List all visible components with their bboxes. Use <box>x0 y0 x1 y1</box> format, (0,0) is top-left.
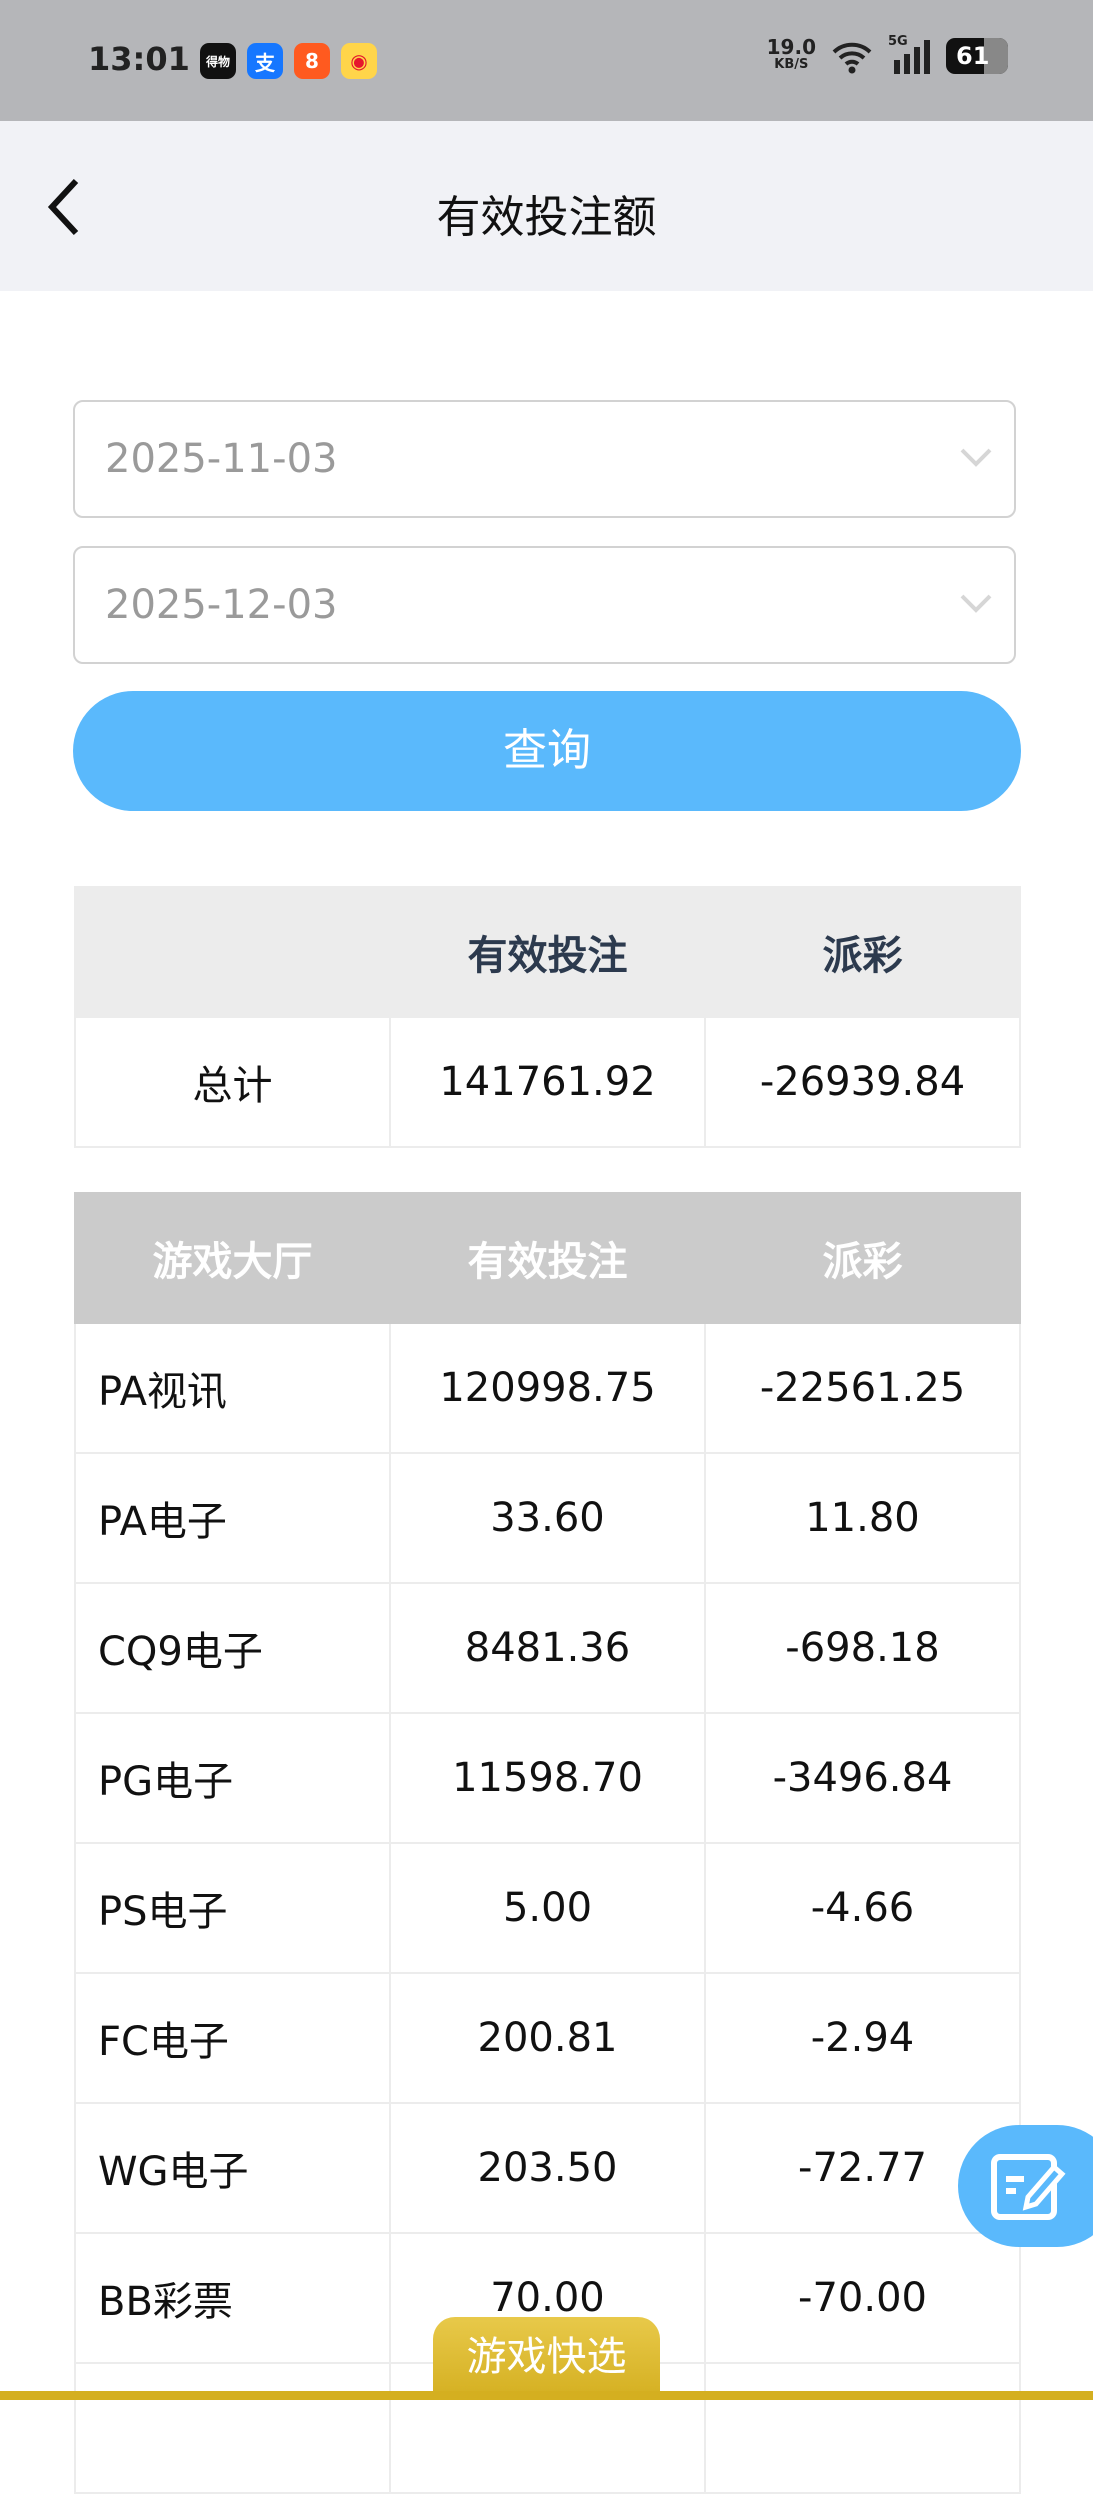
table-header-row: 有效投注 派彩 <box>74 886 1021 1018</box>
game-hall-cell: FC电子 <box>74 1972 391 2104</box>
table-row: WG电子 203.50 -72.77 <box>74 2102 1021 2234</box>
valid-bet-cell: 5.00 <box>389 1842 706 1974</box>
battery-icon: 61 <box>946 38 1008 74</box>
start-date-select[interactable]: 2025-11-03 <box>73 400 1016 518</box>
table-header-row: 游戏大厅 有效投注 派彩 <box>74 1192 1021 1324</box>
table-row: PA视讯 120998.75 -22561.25 <box>74 1322 1021 1454</box>
query-button[interactable]: 查询 <box>73 691 1021 811</box>
signal-icon: 5G <box>888 34 932 74</box>
column-header <box>74 886 391 1018</box>
battery-level: 61 <box>956 42 990 70</box>
table-cell: 总计 <box>74 1016 391 1148</box>
network-type: 5G <box>888 34 908 49</box>
game-hall-cell: PG电子 <box>74 1712 391 1844</box>
end-date-value: 2025-12-03 <box>105 582 338 628</box>
weibo-icon: ◉ <box>341 43 377 79</box>
game-hall-cell: PA视讯 <box>74 1322 391 1454</box>
column-header: 游戏大厅 <box>74 1192 391 1324</box>
net-speed-value: 19.0 <box>766 35 816 59</box>
table-row: 总计 141761.92 -26939.84 <box>74 1016 1021 1148</box>
valid-bet-cell: 120998.75 <box>389 1322 706 1454</box>
payout-cell: -698.18 <box>704 1582 1021 1714</box>
notification-icons: 得物 支 8 ◉ <box>200 43 377 79</box>
table-row: PS电子 5.00 -4.66 <box>74 1842 1021 1974</box>
end-date-select[interactable]: 2025-12-03 <box>73 546 1016 664</box>
game-hall-cell: BB彩票 <box>74 2232 391 2364</box>
valid-bet-cell: 200.81 <box>389 1972 706 2104</box>
payout-cell: 11.80 <box>704 1452 1021 1584</box>
bottom-bar <box>0 2391 1093 2400</box>
table-row: CQ9电子 8481.36 -698.18 <box>74 1582 1021 1714</box>
column-header: 派彩 <box>704 886 1021 1018</box>
wifi-icon <box>832 42 872 74</box>
payout-cell: -70.00 <box>704 2232 1021 2364</box>
net-speed: 19.0 KB/S <box>766 35 816 74</box>
valid-bet-cell: 8481.36 <box>389 1582 706 1714</box>
valid-bet-cell: 33.60 <box>389 1452 706 1584</box>
chevron-down-icon <box>960 594 992 613</box>
table-row: FC电子 200.81 -2.94 <box>74 1972 1021 2104</box>
alipay-icon: 支 <box>247 43 283 79</box>
edit-floating-button[interactable] <box>958 2125 1093 2247</box>
status-time: 13:01 <box>88 40 190 78</box>
game-hall-cell: PA电子 <box>74 1452 391 1584</box>
table-row: PA电子 33.60 11.80 <box>74 1452 1021 1584</box>
chevron-down-icon <box>960 448 992 467</box>
chevron-left-icon[interactable] <box>44 177 84 237</box>
valid-bet-cell: 203.50 <box>389 2102 706 2234</box>
payout-cell <box>704 2362 1021 2494</box>
nav-header: 有效投注额 <box>0 121 1093 291</box>
edit-icon <box>991 2154 1066 2220</box>
summary-table: 有效投注 派彩 总计 141761.92 -26939.84 <box>74 886 1021 1148</box>
payout-cell: -4.66 <box>704 1842 1021 1974</box>
payout-cell: -2.94 <box>704 1972 1021 2104</box>
page-title: 有效投注额 <box>436 192 657 243</box>
payout-cell: -3496.84 <box>704 1712 1021 1844</box>
table-cell: -26939.84 <box>704 1016 1021 1148</box>
table-cell: 141761.92 <box>389 1016 706 1148</box>
game-hall-cell: CQ9电子 <box>74 1582 391 1714</box>
dewu-icon: 得物 <box>200 43 236 79</box>
payout-cell: -22561.25 <box>704 1322 1021 1454</box>
net-speed-unit: KB/S <box>774 57 809 72</box>
game-quick-select-tab[interactable]: 游戏快选 <box>433 2317 660 2400</box>
valid-bet-cell: 11598.70 <box>389 1712 706 1844</box>
game-hall-cell: WG电子 <box>74 2102 391 2234</box>
column-header: 派彩 <box>704 1192 1021 1324</box>
detail-table: 游戏大厅 有效投注 派彩 PA视讯 120998.75 -22561.25 PA电子 3… <box>74 1192 1021 2494</box>
kuaishou-icon: 8 <box>294 43 330 79</box>
table-row: PG电子 11598.70 -3496.84 <box>74 1712 1021 1844</box>
status-bar: 13:01 得物 支 8 ◉ 19.0 KB/S 5G 61 <box>0 0 1093 121</box>
column-header: 有效投注 <box>389 1192 706 1324</box>
game-hall-cell <box>74 2362 391 2494</box>
start-date-value: 2025-11-03 <box>105 436 338 482</box>
column-header: 有效投注 <box>389 886 706 1018</box>
game-hall-cell: PS电子 <box>74 1842 391 1974</box>
